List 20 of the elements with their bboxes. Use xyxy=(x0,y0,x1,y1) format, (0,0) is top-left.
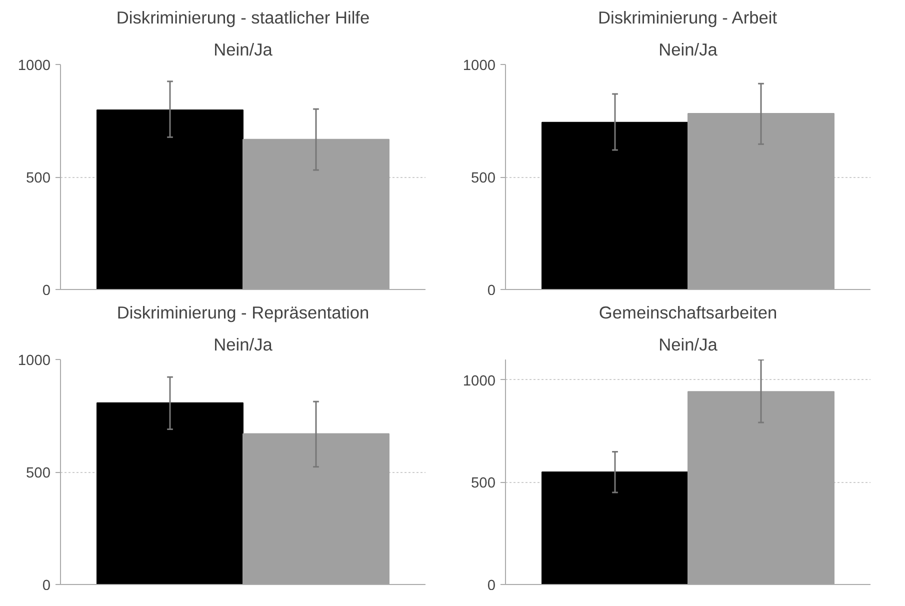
y-tick-label: 500 xyxy=(471,476,496,492)
y-tick-label: 0 xyxy=(487,283,496,299)
y-tick-label: 500 xyxy=(26,466,51,482)
y-tick-label: 0 xyxy=(42,578,51,594)
y-tick-label: 500 xyxy=(26,170,51,186)
chart-subtitle: Nein/Ja xyxy=(658,334,718,354)
chart-title: Gemeinschaftsarbeiten xyxy=(598,302,778,322)
chart-title: Diskriminierung - Arbeit xyxy=(598,8,778,28)
y-tick-label: 500 xyxy=(471,170,496,186)
chart-title: Diskriminierung - staatlicher Hilfe xyxy=(116,8,370,28)
chart-subtitle: Nein/Ja xyxy=(658,40,718,60)
chart-title: Diskriminierung - Repräsentation xyxy=(116,302,370,322)
y-tick-label: 0 xyxy=(42,283,51,299)
y-tick-label: 1000 xyxy=(462,58,496,74)
chart-subtitle: Nein/Ja xyxy=(214,40,273,60)
y-tick-label: 1000 xyxy=(462,373,496,390)
y-tick-label: 1000 xyxy=(18,353,51,369)
chart-subtitle: Nein/Ja xyxy=(214,334,273,354)
y-tick-label: 0 xyxy=(487,578,496,594)
y-tick-label: 1000 xyxy=(18,58,51,74)
